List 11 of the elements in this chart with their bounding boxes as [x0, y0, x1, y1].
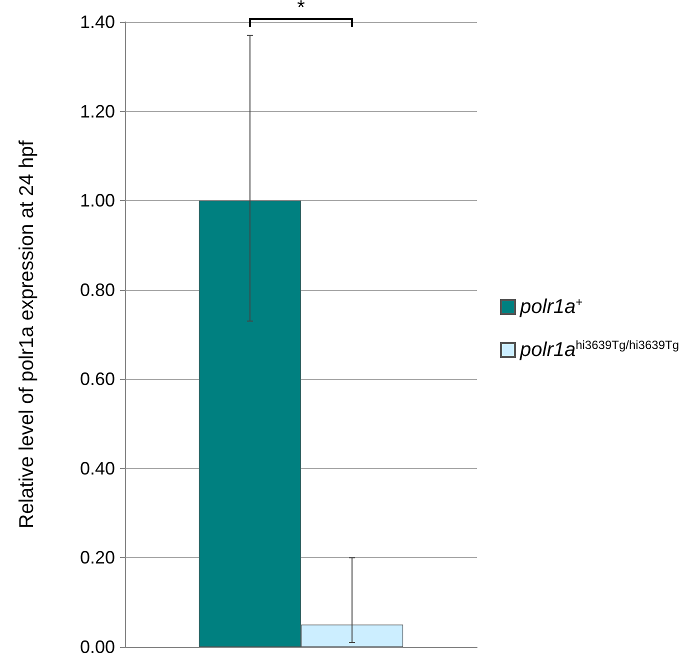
- legend-label: polr1a+: [519, 295, 583, 318]
- y-tick-label: 0.60: [80, 369, 115, 390]
- y-tick-label: 0.80: [80, 280, 115, 300]
- y-tick-label: 0.40: [80, 458, 115, 478]
- text: *: [297, 0, 306, 19]
- y-tick-label: 1.00: [80, 190, 115, 211]
- y-axis-title: Relative level of polr1a expression at 24 hpf: [16, 140, 38, 529]
- y-tick-label: 0.00: [80, 637, 115, 656]
- y-tick-label: 1.20: [80, 101, 115, 122]
- y-tick-label: 1.40: [80, 12, 115, 32]
- y-tick-label: 0.20: [80, 548, 115, 568]
